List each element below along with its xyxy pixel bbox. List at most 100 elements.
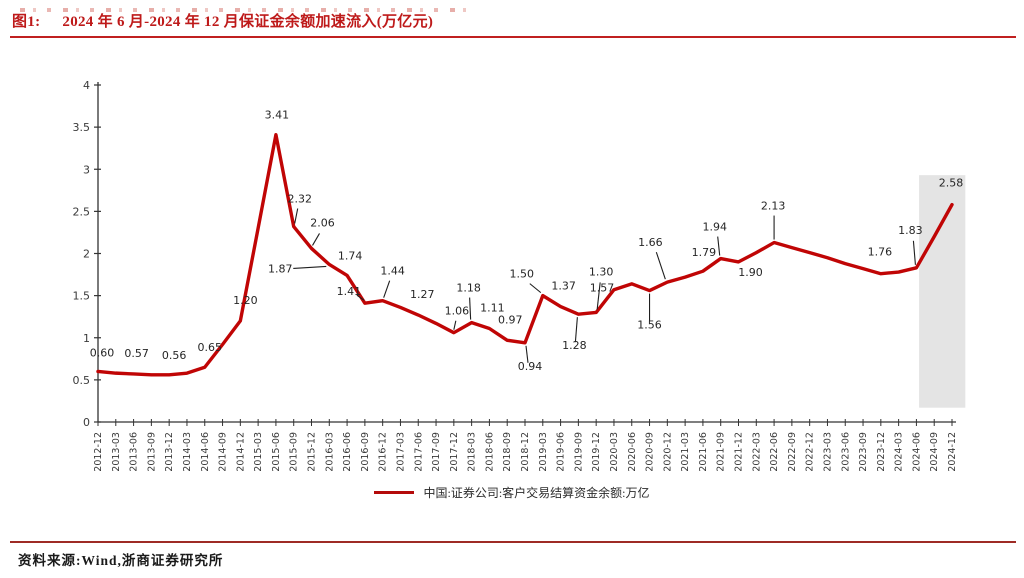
x-tick-label: 2024-06 <box>911 432 922 472</box>
data-point-label: 1.66 <box>638 236 663 249</box>
data-point-label: 2.13 <box>761 200 786 213</box>
footer-divider-line <box>10 541 1016 543</box>
label-leader-line <box>453 320 457 330</box>
x-tick-label: 2018-09 <box>502 432 513 472</box>
x-tick-label: 2012-12 <box>93 432 104 472</box>
label-leader-line <box>312 233 320 246</box>
label-leader-line <box>655 251 666 280</box>
x-tick-label: 2017-06 <box>413 432 424 472</box>
y-tick-label: 0.5 <box>73 374 91 387</box>
figure-title: 2024 年 6 月-2024 年 12 月保证金余额加速流入(万亿元) <box>62 14 434 30</box>
line-chart: 0 0.5 1 1.5 2 2.5 3 3.5 4 2012-12 2013-03 2013-06 20… <box>0 55 1024 482</box>
figure-title-row: 图1: 2024 年 6 月-2024 年 12 月保证金余额加速流入(万亿元) <box>12 10 433 31</box>
x-tick-label: 2021-06 <box>698 432 709 472</box>
x-tick-label: 2014-06 <box>200 432 211 472</box>
data-point-label: 1.41 <box>337 285 362 298</box>
data-point-label: 2.58 <box>939 177 964 190</box>
x-tick-label: 2019-03 <box>538 432 549 472</box>
data-point-label: 0.60 <box>90 346 115 359</box>
data-point-label: 3.41 <box>265 109 290 122</box>
data-point-label: 1.94 <box>702 221 727 234</box>
x-tick-label: 2018-06 <box>484 432 495 472</box>
source-note: 资料来源:Wind,浙商证券研究所 <box>18 553 224 568</box>
x-tick-label: 2017-12 <box>449 432 460 472</box>
data-point-label: 1.28 <box>562 339 587 352</box>
x-tick-label: 2018-03 <box>467 432 478 472</box>
x-tick-label: 2013-09 <box>146 432 157 472</box>
data-point-label: 2.06 <box>310 216 335 229</box>
y-tick-label: 2.5 <box>73 205 91 218</box>
x-tick-label: 2023-12 <box>876 432 887 472</box>
legend-series-label: 中国:证券公司:客户交易结算资金余额:万亿 <box>423 486 650 500</box>
x-tick-label: 2019-12 <box>591 432 602 472</box>
x-tick-label: 2015-03 <box>253 432 264 472</box>
x-tick-label: 2023-06 <box>840 432 851 472</box>
x-tick-label: 2024-09 <box>929 432 940 472</box>
y-tick-label: 2 <box>83 248 90 261</box>
x-tick-label: 2022-03 <box>751 432 762 472</box>
x-tick-label: 2020-06 <box>627 432 638 472</box>
data-point-label: 0.56 <box>162 349 187 362</box>
x-tick-label: 2019-06 <box>556 432 567 472</box>
x-tick-label: 2018-12 <box>520 432 531 472</box>
x-tick-label: 2014-09 <box>218 432 229 472</box>
x-tick-label: 2016-09 <box>360 432 371 472</box>
y-tick-label: 4 <box>83 79 90 92</box>
legend-line-swatch <box>374 491 415 494</box>
x-tick-label: 2020-09 <box>645 432 656 472</box>
data-point-label: 1.11 <box>480 301 505 314</box>
x-tick-label: 2014-03 <box>182 432 193 472</box>
data-point-label: 1.87 <box>268 262 293 275</box>
data-point-label: 1.56 <box>637 319 662 332</box>
x-tick-label: 2023-09 <box>858 432 869 472</box>
x-tick-label: 2013-06 <box>129 432 140 472</box>
x-tick-label: 2024-03 <box>894 432 905 472</box>
series-line <box>96 133 954 377</box>
data-point-label: 0.65 <box>198 341 223 354</box>
figure-number-label: 图1: <box>12 14 41 30</box>
data-point-label: 1.06 <box>445 305 470 318</box>
data-point-label: 0.57 <box>124 347 149 360</box>
y-tick-label: 1.5 <box>73 290 91 303</box>
data-point-label: 1.44 <box>380 265 405 278</box>
y-tick-label: 1 <box>83 332 90 345</box>
x-tick-label: 2022-06 <box>769 432 780 472</box>
x-tick-label: 2015-12 <box>307 432 318 472</box>
x-tick-label: 2022-12 <box>805 432 816 472</box>
x-tick-label: 2014-12 <box>235 432 246 472</box>
label-leader-line <box>356 294 365 301</box>
y-tick-label: 0 <box>83 416 90 429</box>
x-tick-label: 2021-09 <box>716 432 727 472</box>
data-point-label: 1.83 <box>898 224 923 237</box>
y-tick-label: 3 <box>83 163 90 176</box>
label-leader-line <box>912 240 916 265</box>
data-point-label: 1.50 <box>510 268 535 281</box>
x-tick-label: 2013-03 <box>111 432 122 472</box>
x-tick-label: 2015-06 <box>271 432 282 472</box>
x-tick-label: 2013-12 <box>164 432 175 472</box>
x-tick-label: 2021-03 <box>680 432 691 472</box>
x-tick-label: 2021-12 <box>734 432 745 472</box>
data-point-label: 1.76 <box>868 246 893 259</box>
data-point-label: 0.94 <box>518 360 543 373</box>
label-leader-line <box>596 282 601 310</box>
clipped-text-artifact <box>20 8 470 12</box>
chart-legend: 中国:证券公司:客户交易结算资金余额:万亿 <box>0 484 1024 501</box>
data-point-label: 1.37 <box>551 280 576 293</box>
data-point-label: 2.32 <box>287 193 312 206</box>
data-point-label: 1.79 <box>692 246 717 259</box>
x-tick-label: 2020-03 <box>609 432 620 472</box>
label-leader-line <box>294 208 299 224</box>
data-point-label: 1.20 <box>233 294 258 307</box>
x-tick-label: 2019-09 <box>573 432 584 472</box>
x-tick-label: 2016-06 <box>342 432 353 472</box>
title-divider-line <box>10 36 1016 38</box>
data-point-label: 1.90 <box>738 266 763 279</box>
label-leader-line <box>574 317 578 343</box>
x-tick-label: 2016-12 <box>378 432 389 472</box>
x-tick-label: 2015-09 <box>289 432 300 472</box>
x-tick-label: 2016-03 <box>324 432 335 472</box>
chart-canvas: 0 0.5 1 1.5 2 2.5 3 3.5 4 2012-12 2013-03 2013-06 20… <box>73 79 966 472</box>
label-leader-line <box>469 297 472 320</box>
